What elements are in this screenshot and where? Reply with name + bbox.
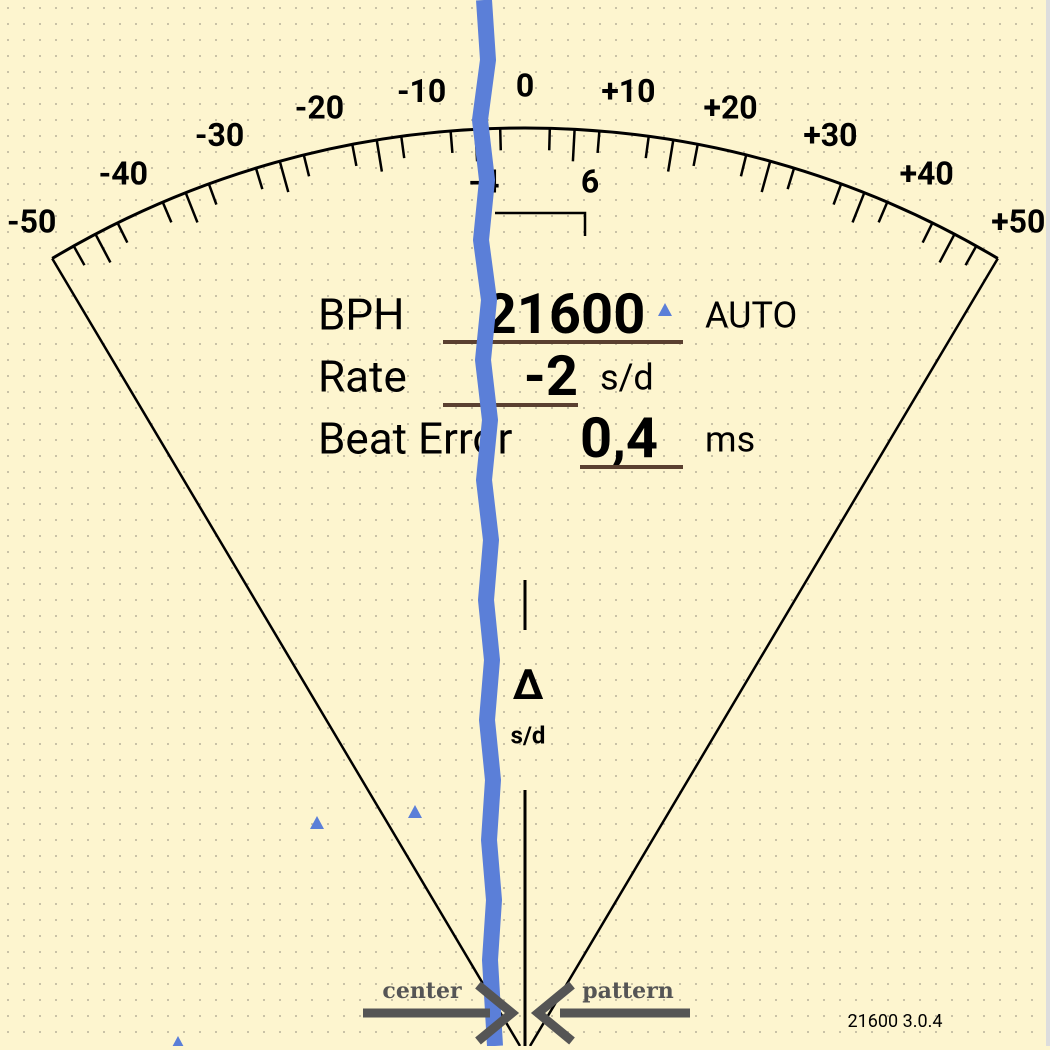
dial-tick: [351, 144, 358, 167]
dial-edges: [51, 257, 999, 1047]
dial-tick: [375, 139, 384, 172]
dial-tick: [94, 233, 112, 264]
scale-label: -30: [195, 116, 244, 154]
dial-tick: [921, 222, 934, 244]
bph-value: 21600: [485, 281, 646, 347]
range-max: 6: [581, 162, 599, 200]
dial-arc: [51, 126, 999, 260]
dial-tick: [760, 160, 772, 193]
pattern-label[interactable]: pattern: [582, 978, 674, 1004]
dial-tick: [964, 245, 978, 266]
scale-label: -40: [99, 154, 148, 192]
dial-tick: [184, 192, 199, 223]
dial-tick: [302, 154, 311, 177]
scale-label: +20: [704, 89, 758, 127]
scale-label: +10: [601, 72, 655, 110]
dial-tick: [832, 183, 843, 205]
delta-symbol: Δ: [513, 661, 544, 710]
scale-label: -10: [397, 72, 446, 110]
scale-label: +30: [803, 116, 857, 154]
dial-tick: [207, 183, 218, 205]
pattern-button[interactable]: pattern: [530, 978, 690, 1045]
rate-unit: s/d: [600, 357, 654, 399]
dial-tick: [449, 130, 454, 154]
beat-error-value: 0,4: [580, 405, 658, 471]
dial-tick: [644, 136, 650, 159]
dial-tick: [851, 192, 866, 223]
dial-tick: [692, 144, 699, 167]
dial-tick: [72, 245, 86, 266]
scale-label: 0: [516, 66, 534, 104]
dial-tick: [278, 160, 290, 193]
dial-tick: [596, 130, 601, 154]
delta-unit: s/d: [511, 721, 546, 749]
dial-tick: [116, 222, 129, 244]
beat-error-unit: ms: [705, 419, 755, 461]
dial-tick: [254, 167, 264, 190]
scale-label: -50: [7, 203, 56, 241]
dial-tick: [739, 154, 748, 177]
dial-tick: [666, 139, 675, 172]
dial-tick: [786, 167, 796, 190]
scale-label: -20: [295, 89, 344, 127]
dial-tick: [498, 128, 503, 151]
dial-tick: [161, 201, 173, 223]
center-label[interactable]: center: [382, 978, 462, 1004]
trace: [472, 0, 503, 1047]
dial-tick: [547, 128, 552, 151]
dial-tick: [877, 201, 889, 223]
dial-tick: [938, 233, 956, 264]
edge: [1046, 0, 1050, 1046]
scale-label: +40: [900, 154, 954, 192]
center-button[interactable]: center: [363, 978, 520, 1045]
bph-label: BPH: [318, 289, 405, 341]
dial-tick: [400, 136, 406, 159]
range-bracket: [495, 211, 587, 236]
rate-value: -2: [524, 343, 578, 409]
version: 21600 3.0.4: [848, 1011, 943, 1032]
rate-label: Rate: [318, 351, 407, 403]
scale-label: +50: [991, 203, 1045, 241]
dial-tick: [571, 129, 576, 162]
bph-mode: AUTO: [705, 295, 797, 337]
